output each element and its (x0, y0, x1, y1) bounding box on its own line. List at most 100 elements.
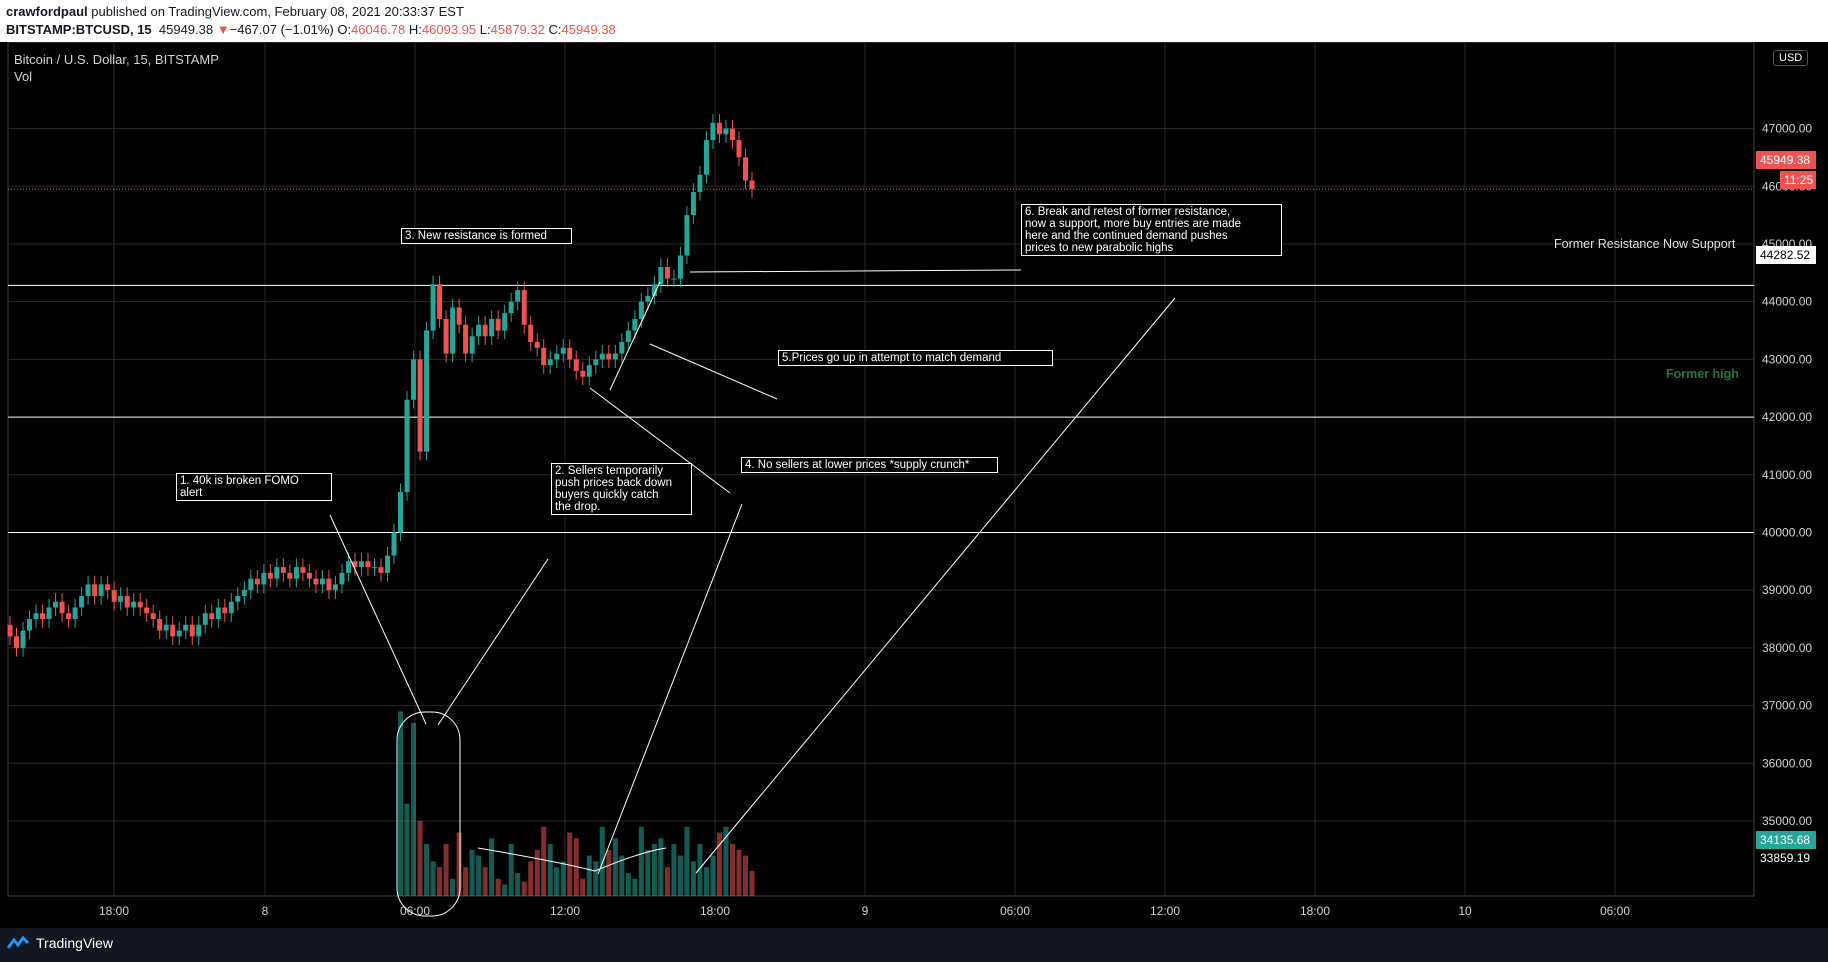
volume-bar (749, 870, 755, 896)
down-arrow-icon: ▼ (216, 22, 230, 37)
candle-body (599, 353, 605, 360)
candle-body (567, 347, 573, 360)
volume-bar (651, 844, 657, 896)
volume-bar (573, 838, 579, 896)
candle-body (450, 307, 456, 354)
annotation-arrow (689, 269, 1022, 273)
volume-bar (528, 861, 534, 896)
x-tick-label: 12:00 (1150, 904, 1180, 918)
volume-bar (560, 861, 566, 896)
x-tick-label: 06:00 (400, 904, 430, 918)
volume-bar (437, 867, 443, 896)
candle-body (391, 532, 397, 556)
y-tick-label: 40000.00 (1762, 525, 1812, 539)
candle-body (742, 157, 748, 181)
candle-body (521, 290, 527, 325)
volume-bar (690, 861, 696, 896)
annotation-fomo: 1. 40k is broken FOMO alert (176, 473, 332, 501)
candle-body (319, 578, 325, 585)
x-tick-label: 06:00 (1000, 904, 1030, 918)
volume-bar (632, 878, 638, 896)
candle-body (625, 330, 631, 343)
candle-body (144, 607, 150, 614)
candle-body (469, 336, 475, 354)
chart-header: crawfordpaul published on TradingView.co… (0, 0, 1828, 42)
candle-body (215, 607, 221, 620)
y-tick-label: 35000.00 (1762, 814, 1812, 828)
candle-body (92, 584, 98, 596)
tradingview-logo[interactable]: TradingView (6, 935, 113, 951)
candle-body (417, 359, 423, 452)
candle-body (463, 324, 469, 354)
volume-bar (502, 884, 508, 896)
countdown-label: 11:25 (1780, 171, 1816, 189)
candle-body (20, 630, 26, 648)
volume-bar (638, 826, 644, 896)
candle-body (502, 313, 508, 331)
candle-body (508, 301, 514, 314)
candle-body (482, 324, 488, 337)
volume-bar (567, 832, 573, 896)
annotation-arrow (695, 297, 1176, 874)
candle-body (723, 128, 729, 135)
candle-body (332, 584, 338, 591)
annotation-new-resistance: 3. New resistance is formed (401, 228, 572, 244)
author-name[interactable]: crawfordpaul (6, 4, 88, 19)
volume-bar (411, 722, 417, 896)
candle-body (489, 318, 495, 337)
candle-body (573, 359, 579, 371)
volume-bar (456, 832, 462, 896)
volume-bar (398, 711, 404, 896)
candle-body (235, 595, 241, 602)
candle-body (619, 342, 625, 354)
candle-body (534, 342, 540, 348)
candle-body (274, 567, 280, 579)
currency-button[interactable]: USD (1773, 50, 1809, 66)
candle-body (280, 567, 286, 573)
candle-body (241, 590, 247, 596)
volume-last-label: 34135.68 (1756, 831, 1816, 849)
volume-bar (658, 838, 664, 896)
x-tick-label: 8 (262, 904, 269, 918)
candle-body (300, 567, 306, 573)
candle-body (697, 174, 703, 193)
o-value: 46046.78 (351, 22, 406, 37)
y-tick-label: 39000.00 (1762, 583, 1812, 597)
volume-bar (541, 826, 547, 896)
candle-body (79, 595, 85, 608)
candle-body (293, 567, 299, 579)
y-tick-label: 47000.00 (1762, 122, 1812, 136)
volume-bar (443, 844, 449, 896)
candle-body (176, 630, 182, 637)
candle-body (27, 619, 33, 631)
volume-bar (495, 878, 501, 896)
candle-body (85, 584, 91, 596)
y-tick-label: 43000.00 (1762, 352, 1812, 366)
candle-body (14, 636, 20, 648)
candle-body (118, 595, 124, 602)
candle-body (398, 492, 404, 533)
candle-body (645, 295, 651, 302)
y-tick-label: 44000.00 (1762, 295, 1812, 309)
volume-bar (482, 867, 488, 896)
y-tick-label: 41000.00 (1762, 468, 1812, 482)
last-price-label: 45949.38 (1756, 151, 1816, 169)
candle-body (254, 578, 260, 585)
candle-body (671, 278, 677, 280)
volume-bar (736, 849, 742, 896)
volume-bar (430, 861, 436, 896)
annotation-break-retest: 6. Break and retest of former resistance… (1021, 204, 1282, 256)
x-tick-label: 06:00 (1600, 904, 1630, 918)
volume-bar (521, 881, 527, 896)
candle-body (371, 567, 377, 569)
candle-body (443, 318, 449, 354)
candle-body (261, 572, 267, 585)
candle-body (560, 347, 566, 354)
candle-body (554, 353, 560, 360)
volume-bar (463, 867, 469, 896)
volume-curve (477, 847, 667, 872)
candle-body (124, 595, 130, 608)
candle-body (437, 284, 443, 319)
volume-bar (664, 867, 670, 896)
candle-body (183, 624, 189, 631)
